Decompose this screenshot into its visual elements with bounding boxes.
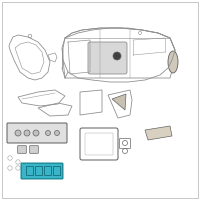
FancyBboxPatch shape (30, 146, 38, 153)
Ellipse shape (24, 130, 30, 136)
Ellipse shape (15, 130, 21, 136)
Polygon shape (112, 94, 126, 110)
Ellipse shape (168, 51, 178, 73)
FancyBboxPatch shape (18, 146, 26, 153)
FancyBboxPatch shape (88, 42, 127, 74)
FancyBboxPatch shape (21, 163, 63, 179)
Ellipse shape (54, 130, 60, 136)
Ellipse shape (33, 130, 39, 136)
Polygon shape (145, 126, 172, 140)
FancyBboxPatch shape (7, 123, 67, 143)
Ellipse shape (113, 52, 121, 60)
Ellipse shape (46, 130, 50, 136)
